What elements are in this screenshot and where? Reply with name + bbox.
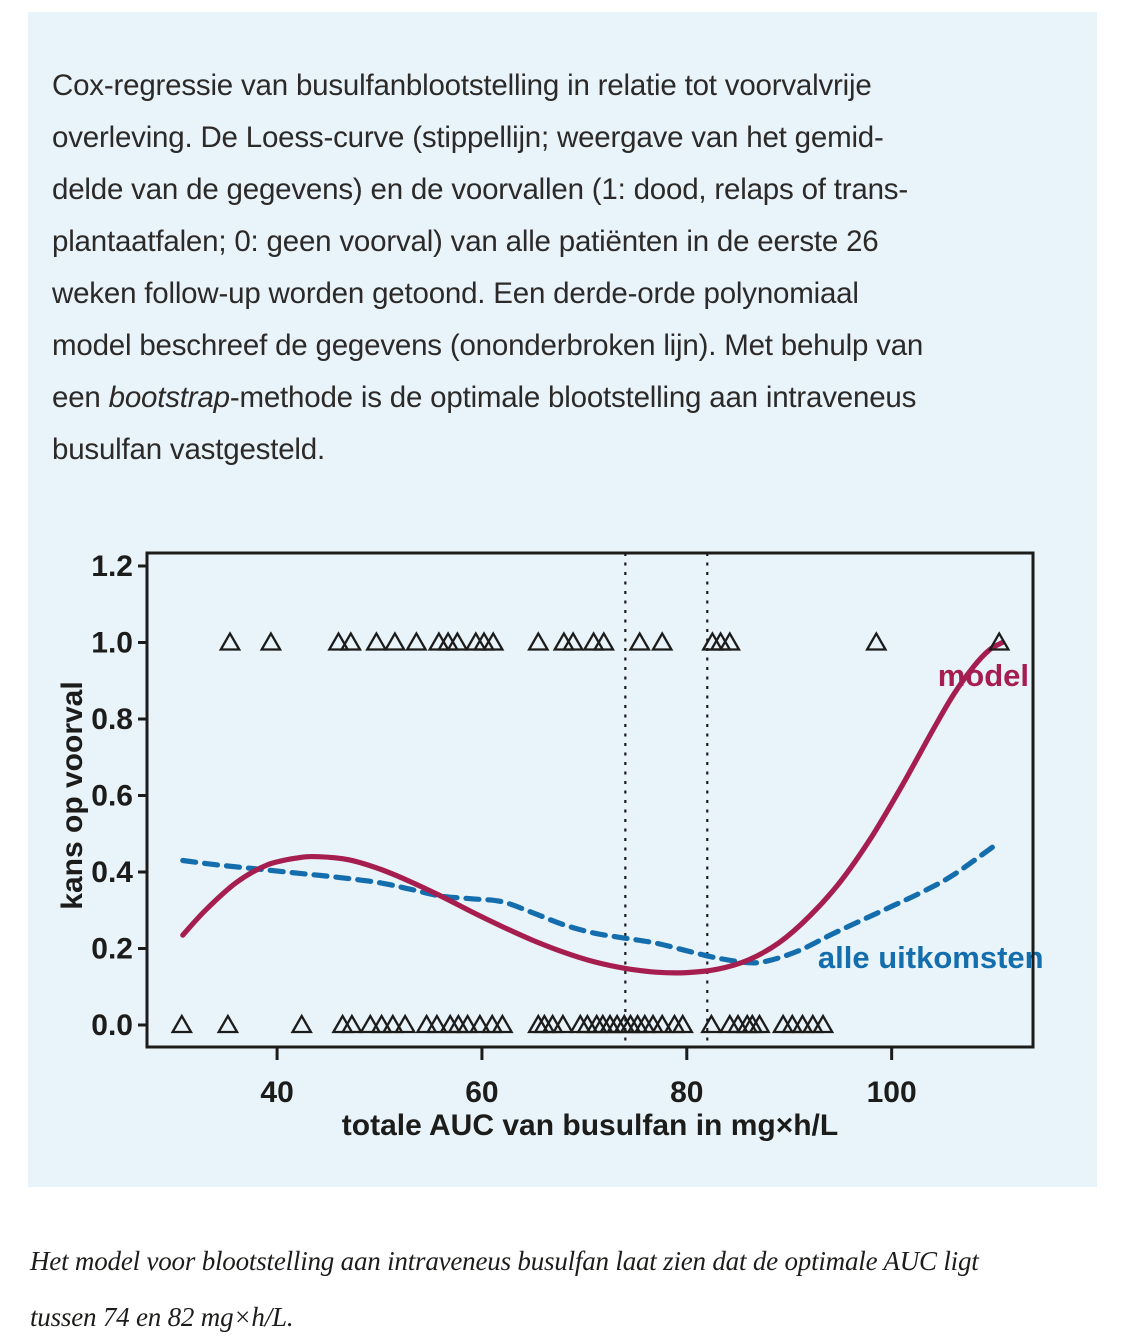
description-line: weken follow-up worden getoond. Een derd… [52, 268, 1072, 320]
figure-description: Cox-regressie van busulfanblootstelling … [52, 60, 1072, 476]
figure-caption: Het model voor blootstelling aan intrave… [30, 1233, 1115, 1341]
description-run: busulfan vastgesteld. [52, 433, 325, 466]
description-run: weken follow-up worden getoond. Een derd… [52, 277, 859, 310]
description-run: Cox-regressie van busulfanblootstelling … [52, 69, 872, 102]
description-line: model beschreef de gegevens (ononderbrok… [52, 320, 1072, 372]
caption-line: tussen 74 en 82 mg×h/L. [30, 1302, 294, 1332]
description-run: een [52, 381, 109, 414]
description-run: model beschreef de gegevens (ononderbrok… [52, 329, 924, 362]
description-line: overleving. De Loess-curve (stippellijn;… [52, 112, 1072, 164]
figure-panel: Cox-regressie van busulfanblootstelling … [28, 12, 1097, 1187]
description-line: delde van de gegevens) en de voorvallen … [52, 164, 1072, 216]
description-run: overleving. De Loess-curve (stippellijn;… [52, 121, 884, 154]
description-run: plantaatfalen; 0: geen voorval) van alle… [52, 225, 879, 258]
description-line: busulfan vastgesteld. [52, 424, 1072, 476]
caption-line: Het model voor blootstelling aan intrave… [30, 1246, 979, 1276]
description-italic-run: bootstrap [108, 381, 230, 414]
description-run: -methode is de optimale blootstelling aa… [229, 381, 917, 414]
description-line: plantaatfalen; 0: geen voorval) van alle… [52, 216, 1072, 268]
description-line: een bootstrap-methode is de optimale blo… [52, 372, 1072, 424]
description-line: Cox-regressie van busulfanblootstelling … [52, 60, 1072, 112]
description-run: delde van de gegevens) en de voorvallen … [52, 173, 908, 206]
